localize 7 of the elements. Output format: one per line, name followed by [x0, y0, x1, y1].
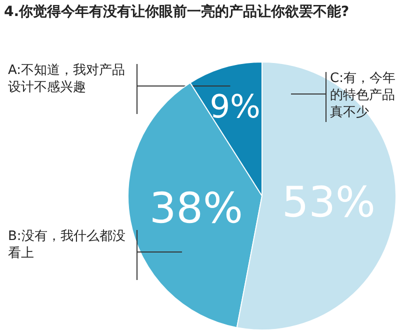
- data-label: 53%: [282, 177, 376, 226]
- slice-label: B:没有，我什么都没看上: [8, 228, 126, 262]
- data-label: 9%: [210, 87, 260, 126]
- data-label: 38%: [150, 184, 243, 233]
- slice-label: A:不知道，我对产品设计不感兴趣: [8, 62, 126, 96]
- slice-label: C:有，今年的特色产品真不少: [330, 70, 396, 121]
- chart-title: 4.你觉得今年有没有让你眼前一亮的产品让你欲罢不能?: [4, 3, 350, 21]
